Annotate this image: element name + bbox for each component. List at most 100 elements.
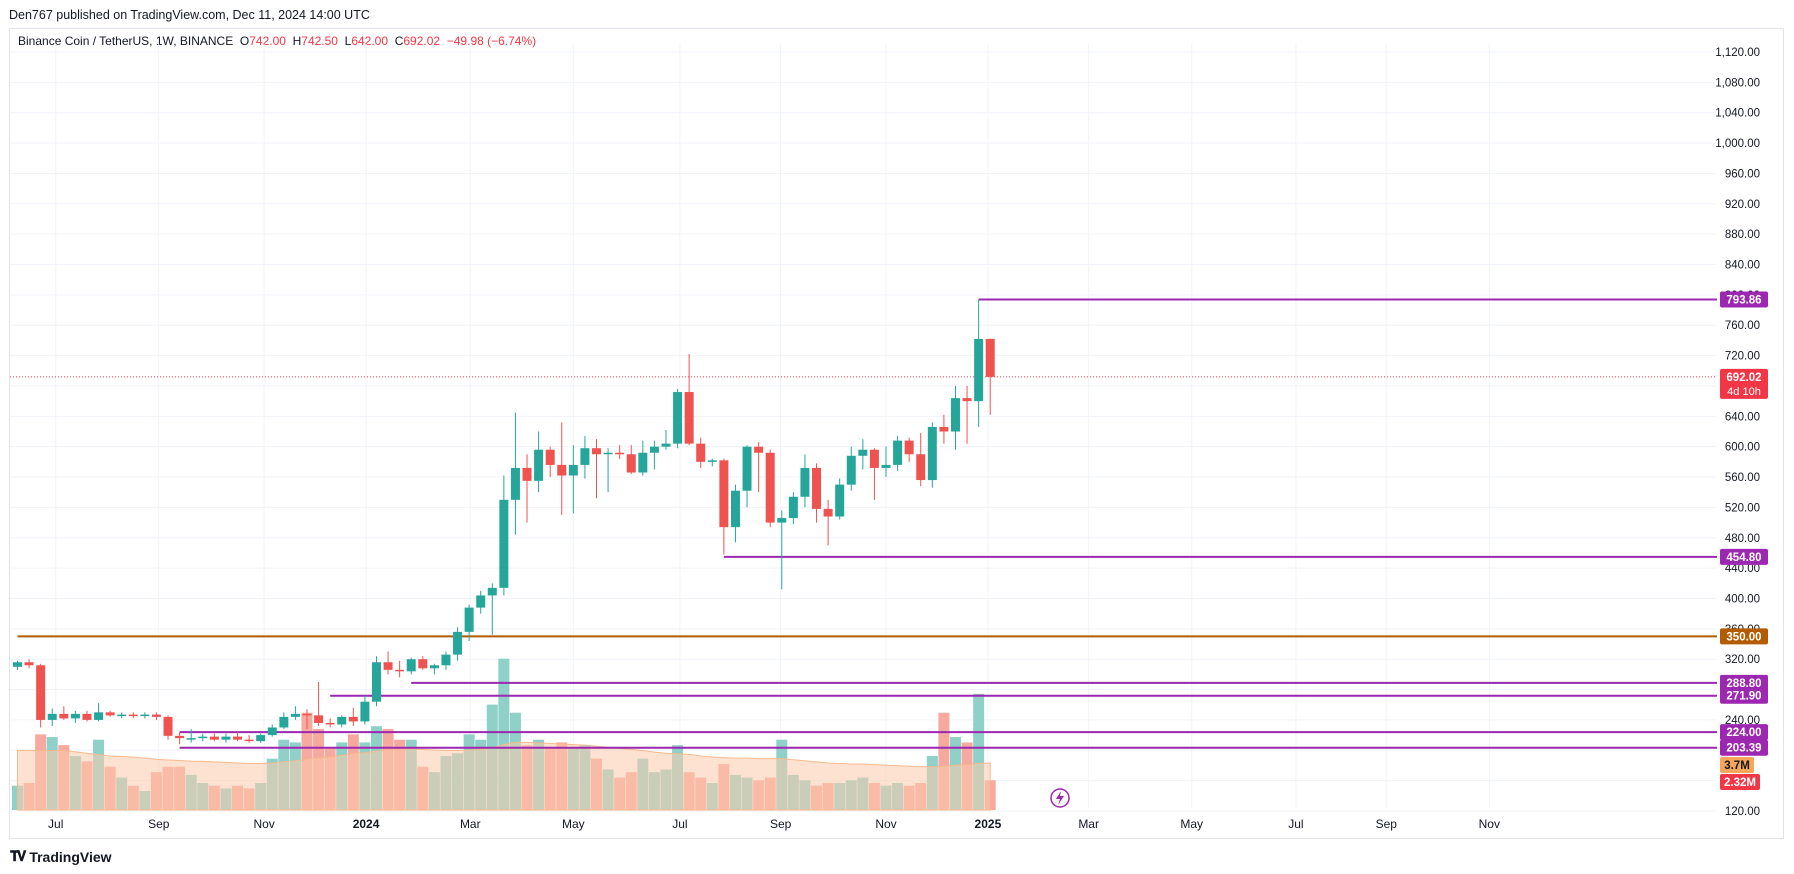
y-tick-label: 600.00 xyxy=(1725,442,1760,454)
candle xyxy=(140,712,150,719)
x-tick-label: Jul xyxy=(48,817,63,831)
y-tick-label: 520.00 xyxy=(1725,502,1760,514)
last-price-value: 692.02 xyxy=(1726,372,1761,384)
candle-body xyxy=(974,338,984,402)
candle xyxy=(615,445,625,459)
candle xyxy=(904,437,914,462)
y-tick-label: 960.00 xyxy=(1725,168,1760,180)
level-badge-bg xyxy=(1720,687,1768,704)
candle-body xyxy=(163,716,173,736)
y-tick-label: 640.00 xyxy=(1725,411,1760,423)
tradingview-brand[interactable]: 𝐓𝐕 TradingView xyxy=(10,848,112,865)
candle-body xyxy=(893,440,903,465)
candle-body xyxy=(707,460,717,462)
candle-body xyxy=(638,452,648,473)
last-price-badge: 692.02 4d 10h xyxy=(1720,368,1768,399)
candle xyxy=(36,663,46,728)
candle xyxy=(673,388,683,449)
candle-body xyxy=(927,426,937,481)
x-tick-label: Jul xyxy=(1288,817,1303,831)
lightning-marker-bolt xyxy=(1056,791,1064,805)
y-tick-label: 440.00 xyxy=(1725,563,1760,575)
candle-body xyxy=(788,496,798,519)
candle-body xyxy=(453,631,463,655)
candle-body xyxy=(406,659,416,672)
publisher-credit: Den767 published on TradingView.com, Dec… xyxy=(9,8,370,22)
symbol-legend[interactable]: Binance Coin / TetherUS, 1W, BINANCE O74… xyxy=(18,34,536,48)
candle xyxy=(314,681,324,726)
x-tick-label: May xyxy=(562,817,585,831)
level-badge-bg xyxy=(1720,291,1768,308)
candle xyxy=(869,448,879,500)
candle-body xyxy=(383,662,393,670)
chart-frame xyxy=(9,28,1784,839)
candle-body xyxy=(395,669,405,672)
candle xyxy=(974,299,984,427)
y-tick-label: 720.00 xyxy=(1725,351,1760,363)
candle-body xyxy=(94,712,104,720)
candle-body xyxy=(522,467,532,481)
candle-body xyxy=(140,714,150,717)
candle-body xyxy=(47,713,57,720)
candle-body xyxy=(499,499,509,588)
level-badge-bg xyxy=(1720,548,1768,565)
candle xyxy=(186,729,196,743)
level-badge-bg xyxy=(1720,739,1768,756)
candle-body xyxy=(858,449,868,456)
volume-badge-bg xyxy=(1720,774,1760,790)
candle-body xyxy=(730,490,740,528)
candle xyxy=(985,338,995,415)
level-badge-bg xyxy=(1720,674,1768,691)
candle-body xyxy=(812,467,822,509)
candle xyxy=(163,715,173,740)
y-tick-label: 1,000.00 xyxy=(1715,138,1760,150)
x-tick-label: Nov xyxy=(1479,817,1500,831)
y-tick-label: 480.00 xyxy=(1725,533,1760,545)
candle xyxy=(464,604,474,641)
y-tick-label: 1,120.00 xyxy=(1715,47,1760,59)
candle-body xyxy=(279,716,289,728)
x-tick-label: Sep xyxy=(148,817,170,831)
candle xyxy=(337,715,347,728)
candle xyxy=(835,478,845,520)
candle xyxy=(233,732,243,742)
x-axis: Jul Sep Nov 2024 Mar May Jul Sep Nov 2025 Mar May Ju… xyxy=(48,817,1500,831)
candle xyxy=(290,706,300,720)
candle xyxy=(962,385,972,444)
level-badge-text: 203.39 xyxy=(1726,743,1761,755)
y-tick-label: 880.00 xyxy=(1725,229,1760,241)
candle-body xyxy=(869,449,879,468)
volume-badge-text: 3.7M xyxy=(1724,760,1750,772)
candle xyxy=(406,657,416,675)
candle-body xyxy=(534,449,544,481)
candle xyxy=(175,732,185,745)
candle xyxy=(927,422,937,488)
candle-body xyxy=(800,467,810,497)
candle-body xyxy=(962,398,972,402)
candle xyxy=(800,454,810,508)
level-badge: 454.80 xyxy=(1720,548,1768,565)
y-tick-label: 840.00 xyxy=(1725,260,1760,272)
volume-bar xyxy=(498,658,510,810)
level-badge: 271.90 xyxy=(1720,687,1768,704)
candle-body xyxy=(233,736,243,740)
x-tick-label: 2024 xyxy=(353,817,380,831)
candle xyxy=(198,733,208,742)
candle-body xyxy=(846,455,856,485)
candle-body xyxy=(105,712,115,716)
candle xyxy=(592,439,601,499)
candle xyxy=(788,492,798,525)
candle-body xyxy=(429,665,439,669)
candle xyxy=(441,651,451,670)
candle xyxy=(117,712,127,719)
candle-body xyxy=(325,722,335,725)
y-axis: 120.00160.00200.00240.00280.00320.00360.… xyxy=(1715,47,1760,818)
candle-body xyxy=(59,713,69,719)
volume-ma-area xyxy=(17,741,991,811)
open-label: O xyxy=(239,34,250,48)
candle-body xyxy=(209,736,219,740)
level-badge-text: 350.00 xyxy=(1726,631,1761,643)
candles xyxy=(13,299,995,745)
